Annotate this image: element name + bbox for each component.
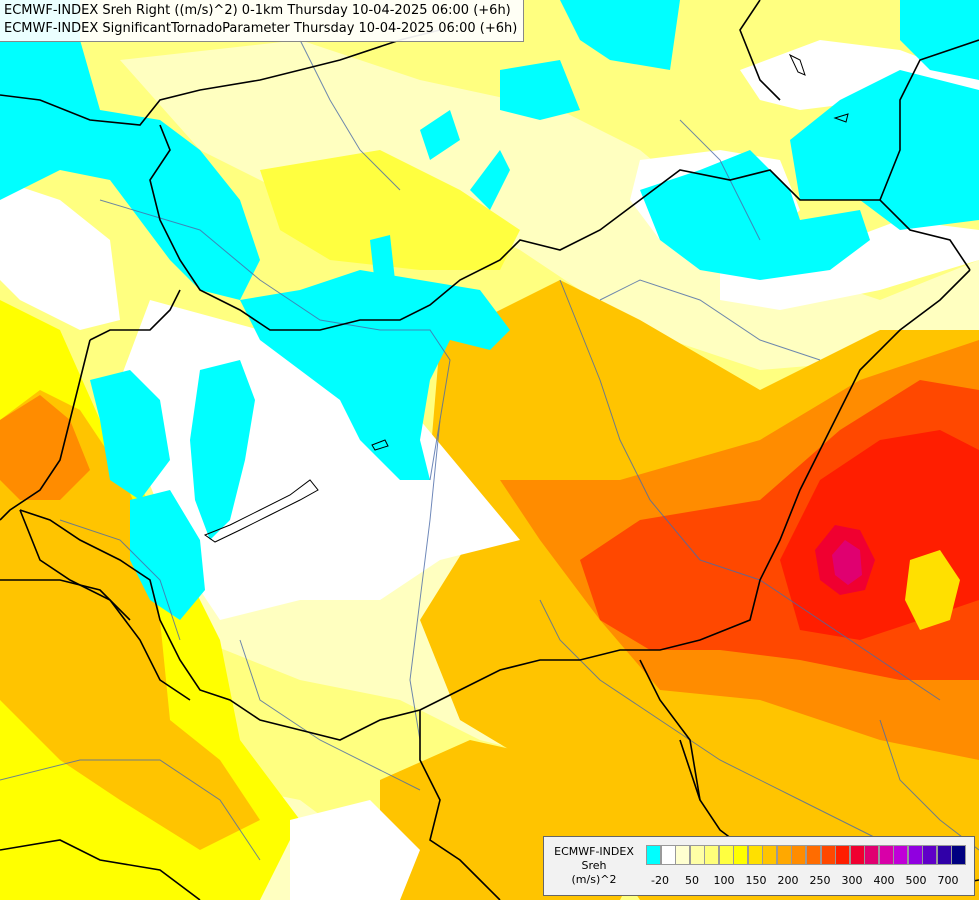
contour-cyan-ne-patch bbox=[500, 60, 580, 120]
contour-cyan-west-blob-2 bbox=[190, 360, 255, 540]
contour-cyan-mid-patch bbox=[370, 235, 395, 285]
legend-swatch bbox=[936, 845, 952, 865]
legend-ticks: -20 50 100 150 200 250 300 400 500 700 bbox=[646, 874, 976, 890]
contour-white-south bbox=[290, 800, 420, 900]
legend-swatch bbox=[791, 845, 807, 865]
color-legend: ECMWF-INDEX Sreh (m/s)^2 -20 50 100 150 200 2… bbox=[543, 836, 975, 896]
legend-swatch bbox=[820, 845, 836, 865]
legend-swatch bbox=[907, 845, 923, 865]
map-title-box: ECMWF-INDEX Sreh Right ((m/s)^2) 0-1km T… bbox=[0, 0, 525, 42]
contour-yellow-north bbox=[260, 150, 520, 270]
legend-parameter: Sreh bbox=[581, 859, 607, 872]
legend-tick-label: 500 bbox=[905, 874, 927, 887]
contour-cyan-north-patch bbox=[420, 110, 460, 160]
lake-small-center bbox=[371, 439, 389, 451]
legend-tick-label: 300 bbox=[841, 874, 863, 887]
legend-tick-label: -20 bbox=[651, 874, 669, 887]
legend-swatch bbox=[776, 845, 792, 865]
legend-swatch bbox=[718, 845, 734, 865]
legend-tick-label: 200 bbox=[777, 874, 799, 887]
contour-darkorange-west bbox=[0, 395, 90, 500]
contour-magenta-core bbox=[832, 540, 862, 585]
legend-swatches bbox=[646, 845, 967, 865]
map-title-line-1: ECMWF-INDEX Sreh Right ((m/s)^2) 0-1km T… bbox=[4, 3, 511, 18]
contour-yellow-east-pocket bbox=[905, 550, 960, 630]
legend-swatch bbox=[689, 845, 705, 865]
legend-swatch bbox=[762, 845, 778, 865]
legend-swatch bbox=[922, 845, 938, 865]
legend-tick-label: 100 bbox=[713, 874, 735, 887]
legend-swatch bbox=[849, 845, 865, 865]
legend-source: ECMWF-INDEX bbox=[554, 845, 634, 858]
contour-cyan-northeast-band bbox=[640, 150, 870, 280]
legend-swatch bbox=[806, 845, 822, 865]
lake-balaton bbox=[203, 479, 319, 543]
legend-swatch bbox=[660, 845, 676, 865]
legend-swatch bbox=[646, 845, 662, 865]
legend-tick-label: 250 bbox=[809, 874, 831, 887]
lake-small-north bbox=[788, 53, 806, 76]
contour-cyan-west-blob bbox=[90, 370, 170, 500]
legend-swatch bbox=[675, 845, 691, 865]
legend-title: ECMWF-INDEX Sreh (m/s)^2 bbox=[546, 845, 642, 887]
legend-unit: (m/s)^2 bbox=[571, 873, 617, 886]
contour-cyan-top-center bbox=[560, 0, 680, 70]
lake-small-east bbox=[833, 113, 849, 123]
legend-swatch bbox=[893, 845, 909, 865]
contour-cyan-southwest bbox=[130, 490, 205, 620]
legend-swatch bbox=[864, 845, 880, 865]
legend-swatch bbox=[878, 845, 894, 865]
legend-swatch bbox=[733, 845, 749, 865]
legend-swatch bbox=[704, 845, 720, 865]
contour-white-east bbox=[720, 220, 979, 310]
map-title-line-2: ECMWF-INDEX SignificantTornadoParameter … bbox=[4, 21, 518, 36]
legend-tick-label: 400 bbox=[873, 874, 895, 887]
contour-cyan-east bbox=[790, 70, 979, 230]
legend-swatch bbox=[951, 845, 967, 865]
legend-tick-label: 150 bbox=[745, 874, 767, 887]
legend-tick-label: 700 bbox=[937, 874, 959, 887]
legend-tick-label: 50 bbox=[685, 874, 699, 887]
contour-cyan-north-patch-2 bbox=[470, 150, 510, 210]
legend-swatch bbox=[747, 845, 763, 865]
contour-cyan-northwest bbox=[0, 40, 260, 300]
legend-swatch bbox=[835, 845, 851, 865]
contour-cyan-top-right bbox=[900, 0, 979, 80]
contour-white-west bbox=[0, 180, 120, 330]
contour-cyan-center bbox=[240, 270, 510, 480]
